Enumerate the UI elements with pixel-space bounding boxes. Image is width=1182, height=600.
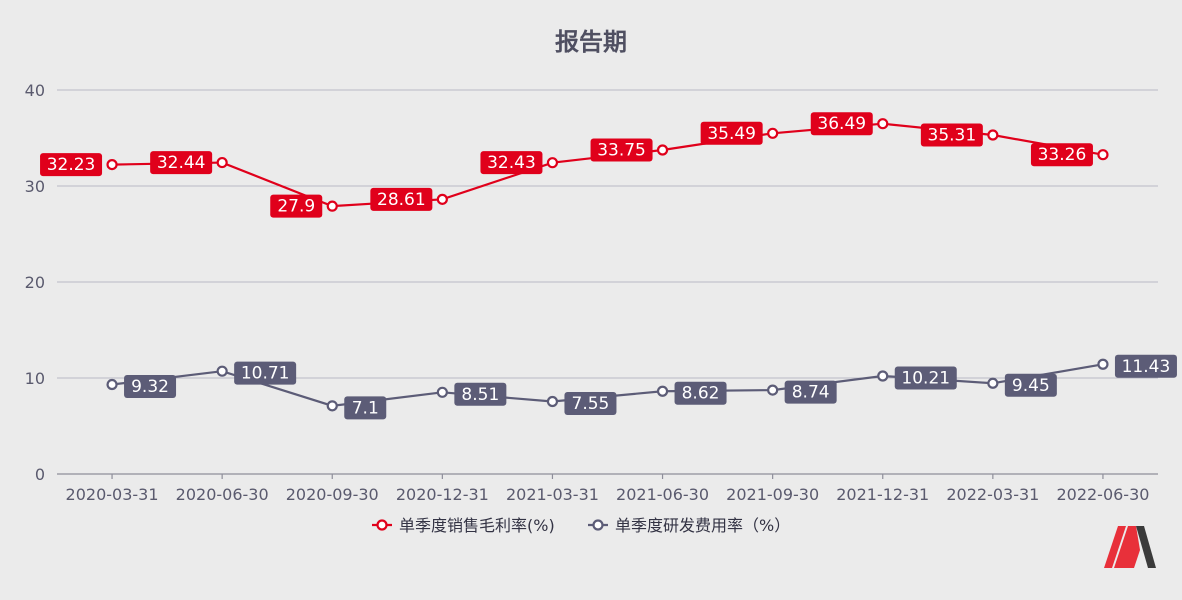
data-point[interactable] [436, 193, 448, 205]
data-label-box [344, 396, 387, 420]
legend[interactable]: 单季度销售毛利率(%) 单季度研发费用率（%） [372, 516, 790, 535]
data-point[interactable] [987, 377, 999, 389]
data-point[interactable] [436, 386, 448, 398]
data-label-box [40, 153, 103, 177]
legend-marker-icon [376, 519, 388, 531]
y-tick-label: 20 [25, 273, 45, 292]
x-tick-label: 2021-09-30 [726, 485, 819, 504]
data-point[interactable] [877, 370, 889, 382]
data-label: 32.23 [47, 155, 96, 175]
x-tick-label: 2022-03-31 [946, 485, 1039, 504]
x-tick-label: 2020-03-31 [66, 485, 159, 504]
data-point[interactable] [546, 157, 559, 169]
data-label-box [590, 138, 653, 162]
x-tick-label: 2020-09-30 [286, 485, 379, 504]
data-label: 27.9 [277, 197, 315, 217]
data-label-box [1114, 354, 1177, 378]
data-label-box [270, 194, 323, 218]
legend-marker-icon [592, 519, 604, 531]
data-label: 7.1 [352, 398, 379, 418]
data-label-box [124, 375, 177, 399]
y-tick-label: 10 [25, 369, 45, 388]
data-point[interactable] [1097, 149, 1109, 161]
data-point[interactable] [326, 400, 338, 412]
data-point[interactable] [877, 118, 889, 130]
brand-logo-icon [1104, 526, 1156, 568]
data-label: 36.49 [817, 114, 866, 134]
data-point[interactable] [106, 158, 118, 171]
data-label: 8.51 [461, 385, 499, 405]
data-label: 7.55 [572, 394, 610, 414]
chart-title: 报告期 [555, 28, 627, 56]
data-label: 9.45 [1012, 376, 1050, 396]
data-label-box [480, 151, 543, 175]
data-label-box [894, 366, 957, 390]
legend-label: 单季度研发费用率（%） [615, 516, 790, 535]
data-label-box [810, 112, 873, 136]
data-point[interactable] [656, 144, 669, 156]
data-point[interactable] [767, 127, 779, 139]
x-tick-label: 2021-06-30 [616, 485, 709, 504]
legend-label: 单季度销售毛利率(%) [399, 516, 555, 535]
y-tick-label: 40 [25, 81, 45, 100]
legend-item[interactable]: 单季度研发费用率（%） [588, 516, 790, 535]
x-tick-label: 2020-12-31 [396, 485, 489, 504]
data-point[interactable] [106, 378, 118, 391]
data-label-box [1004, 373, 1057, 397]
x-tick-label: 2020-06-30 [176, 485, 269, 504]
data-label: 11.43 [1122, 357, 1171, 377]
data-label: 35.49 [707, 124, 756, 144]
data-point[interactable] [216, 365, 228, 377]
data-label: 10.71 [241, 364, 290, 384]
data-point[interactable] [326, 200, 338, 212]
y-tick-label: 0 [35, 465, 45, 484]
data-point[interactable] [656, 385, 669, 397]
data-label: 10.21 [901, 368, 950, 388]
data-point[interactable] [767, 384, 779, 396]
data-label-box [454, 382, 507, 406]
data-point[interactable] [987, 129, 999, 141]
data-label-box [370, 187, 433, 211]
data-label: 9.32 [131, 377, 169, 397]
data-label-box [150, 151, 213, 175]
data-label: 33.75 [597, 141, 646, 161]
data-point[interactable] [216, 156, 228, 169]
data-label-box [920, 123, 983, 147]
data-label-box [674, 381, 727, 405]
grid-layer: 0 10 20 30 40 2020-03-31 2020-06-30 2020-09-30 2… [25, 81, 1158, 504]
data-label-box [564, 392, 617, 416]
data-label: 8.74 [792, 383, 830, 403]
data-label: 32.44 [157, 153, 206, 173]
x-tick-label: 2021-12-31 [836, 485, 929, 504]
data-label: 28.61 [377, 190, 426, 210]
data-label: 33.26 [1038, 145, 1087, 165]
data-label: 32.43 [487, 153, 536, 173]
data-label-box [234, 361, 297, 385]
data-label-box [1030, 143, 1093, 167]
data-label-box [700, 121, 763, 145]
y-tick-label: 30 [25, 177, 45, 196]
data-point[interactable] [546, 395, 559, 408]
x-tick-label: 2021-03-31 [506, 485, 599, 504]
data-label: 8.62 [682, 384, 720, 404]
data-point[interactable] [1097, 358, 1109, 370]
data-label-box [784, 380, 837, 404]
data-label: 35.31 [928, 126, 977, 146]
data-label-layer: 32.23 32.44 27.9 28.61 32.43 33.75 35.49 36.49 3… [40, 112, 1177, 420]
legend-item[interactable]: 单季度销售毛利率(%) [372, 516, 555, 535]
x-tick-label: 2022-06-30 [1056, 485, 1149, 504]
